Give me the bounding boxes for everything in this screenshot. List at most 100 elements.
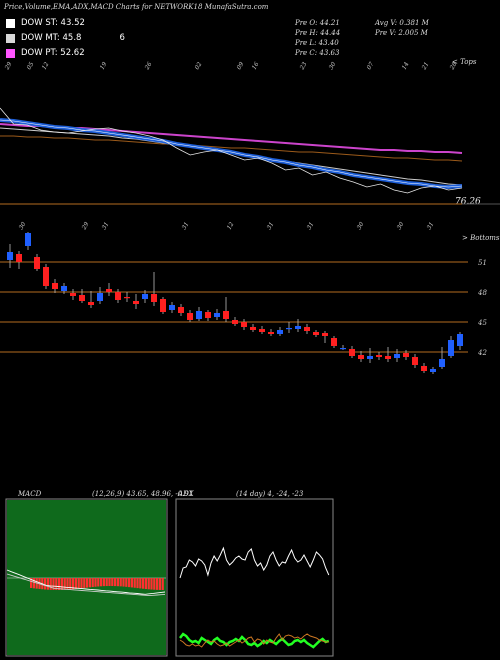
candle-body xyxy=(7,252,13,260)
chart-title: Price,Volume,EMA,ADX,MACD Charts for NET… xyxy=(4,3,269,11)
macd-histogram-bar xyxy=(74,578,77,589)
macd-histogram-bar xyxy=(161,578,164,590)
macd-histogram-bar xyxy=(125,578,128,587)
stat-open: Pre O: 44.21 xyxy=(295,19,340,27)
price-line xyxy=(0,107,463,194)
candle-body xyxy=(223,311,229,319)
candle-body xyxy=(196,311,202,319)
candle-body xyxy=(214,313,220,317)
ema-mt-line xyxy=(0,127,463,186)
adx-params: (14 day) 4, -24, -23 xyxy=(236,490,304,498)
macd-histogram-bar xyxy=(147,578,150,590)
macd-histogram-bar xyxy=(58,578,61,590)
candle-body xyxy=(61,286,67,291)
macd-histogram-bar xyxy=(144,578,147,590)
price-bottoms-label: > Bottoms xyxy=(462,234,500,242)
candle-body xyxy=(340,348,346,350)
macd-histogram-bar xyxy=(108,578,111,587)
macd-histogram-bar xyxy=(156,578,159,590)
top-date-label: 23 xyxy=(298,61,308,72)
top-date-label: 02 xyxy=(194,61,204,71)
candle-body xyxy=(457,334,463,346)
macd-histogram-bar xyxy=(86,578,89,588)
macd-group xyxy=(6,500,166,655)
bottom-date-label: 12 xyxy=(226,221,236,231)
candle-body xyxy=(178,307,184,313)
top-date-label: 21 xyxy=(420,61,430,72)
macd-histogram-bar xyxy=(142,578,145,589)
bottom-date-label: 31 xyxy=(181,221,191,231)
macd-histogram-bar xyxy=(30,578,33,588)
stat-close: Pre C: 43.63 xyxy=(295,49,340,57)
candle-body xyxy=(160,299,166,312)
macd-histogram-bar xyxy=(46,578,49,590)
macd-histogram-bar xyxy=(52,578,55,590)
adx-line xyxy=(179,546,330,579)
adx-di-plus-line xyxy=(179,632,330,649)
candle-body xyxy=(205,312,211,318)
candle-body xyxy=(367,356,373,359)
macd-histogram-bar xyxy=(44,578,47,590)
top-date-label: 19 xyxy=(99,61,109,71)
macd-histogram-bar xyxy=(91,578,94,587)
candle-body xyxy=(241,322,247,327)
ema-tops-label: < Tops xyxy=(452,58,477,66)
top-date-label: 16 xyxy=(251,61,261,71)
macd-histogram-bar xyxy=(105,578,108,587)
candle-body xyxy=(421,366,427,371)
macd-histogram-bar xyxy=(63,578,66,590)
bottom-date-label: 30 xyxy=(396,221,406,231)
candle-body xyxy=(358,355,364,359)
macd-histogram-bar xyxy=(88,578,91,588)
stat-low: Pre L: 43.40 xyxy=(295,39,339,47)
macd-histogram-bar xyxy=(119,578,122,587)
top-date-label: 29 xyxy=(3,61,13,72)
macd-histogram-bar xyxy=(100,578,103,587)
candle-body xyxy=(430,369,436,372)
candle-body xyxy=(403,353,409,357)
candle-body xyxy=(277,330,283,334)
bottom-date-label: 29 xyxy=(80,221,90,232)
candle-body xyxy=(106,289,112,292)
top-date-label: 28 xyxy=(448,61,458,72)
candle-body xyxy=(25,233,31,246)
top-date-label: 14 xyxy=(401,61,411,71)
macd-histogram-bar xyxy=(153,578,156,590)
candle-body xyxy=(448,340,454,356)
macd-histogram-bar xyxy=(139,578,142,589)
macd-histogram-bar xyxy=(133,578,136,588)
top-date-label: 05 xyxy=(26,61,36,71)
bottom-date-label: 30 xyxy=(356,221,366,231)
candle-body xyxy=(439,359,445,367)
macd-histogram-bar xyxy=(150,578,153,590)
candle-body xyxy=(88,302,94,305)
ema-last-value: 76.26 xyxy=(455,197,481,207)
site-name: MunafaSutra.com xyxy=(204,3,269,11)
macd-histogram-bar xyxy=(72,578,75,590)
macd-histogram-bar xyxy=(77,578,80,589)
macd-histogram-bar xyxy=(69,578,72,590)
macd-label: MACD xyxy=(18,490,42,498)
candle-body xyxy=(250,327,256,330)
bottom-date-label: 31 xyxy=(306,221,316,231)
stat-high: Pre H: 44.44 xyxy=(295,29,341,37)
adx-label: ADX xyxy=(178,490,194,498)
candle-body xyxy=(70,293,76,296)
macd-histogram-bar xyxy=(128,578,131,588)
candle-body xyxy=(43,267,49,286)
top-date-label: 07 xyxy=(366,61,376,71)
candle-body xyxy=(142,294,148,299)
candle-body xyxy=(115,292,121,300)
ema-st-line xyxy=(0,119,463,188)
candle-body xyxy=(97,293,103,301)
candle-body xyxy=(232,320,238,324)
macd-histogram-bar xyxy=(49,578,52,590)
macd-histogram-bar xyxy=(116,578,119,587)
candle-body xyxy=(313,332,319,335)
price-axis-label: 48 xyxy=(477,289,487,297)
macd-histogram-bar xyxy=(102,578,105,587)
macd-histogram-bar xyxy=(136,578,139,589)
candle-body xyxy=(133,301,139,304)
candle-body xyxy=(412,357,418,365)
